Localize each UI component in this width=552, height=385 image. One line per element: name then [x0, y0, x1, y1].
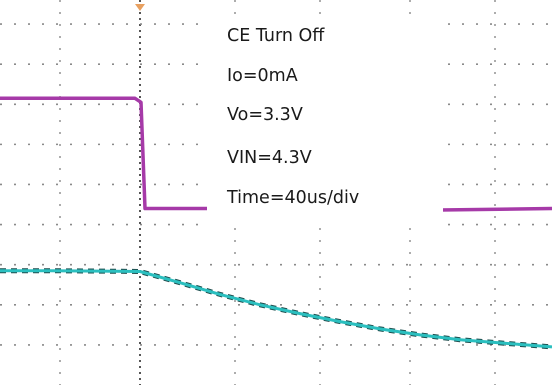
annotation-vout: Vo=3.3V [227, 105, 303, 125]
annotation-box: CE Turn Off Io=0mA Vo=3.3V VIN=4.3V Time… [207, 18, 443, 226]
annotation-timebase: Time=40us/div [227, 188, 360, 208]
annotation-vin: VIN=4.3V [227, 148, 312, 168]
annotation-title: CE Turn Off [227, 26, 325, 46]
trace-vout-signal [0, 269, 552, 349]
annotation-current: Io=0mA [227, 66, 298, 86]
trigger-marker [135, 4, 145, 11]
